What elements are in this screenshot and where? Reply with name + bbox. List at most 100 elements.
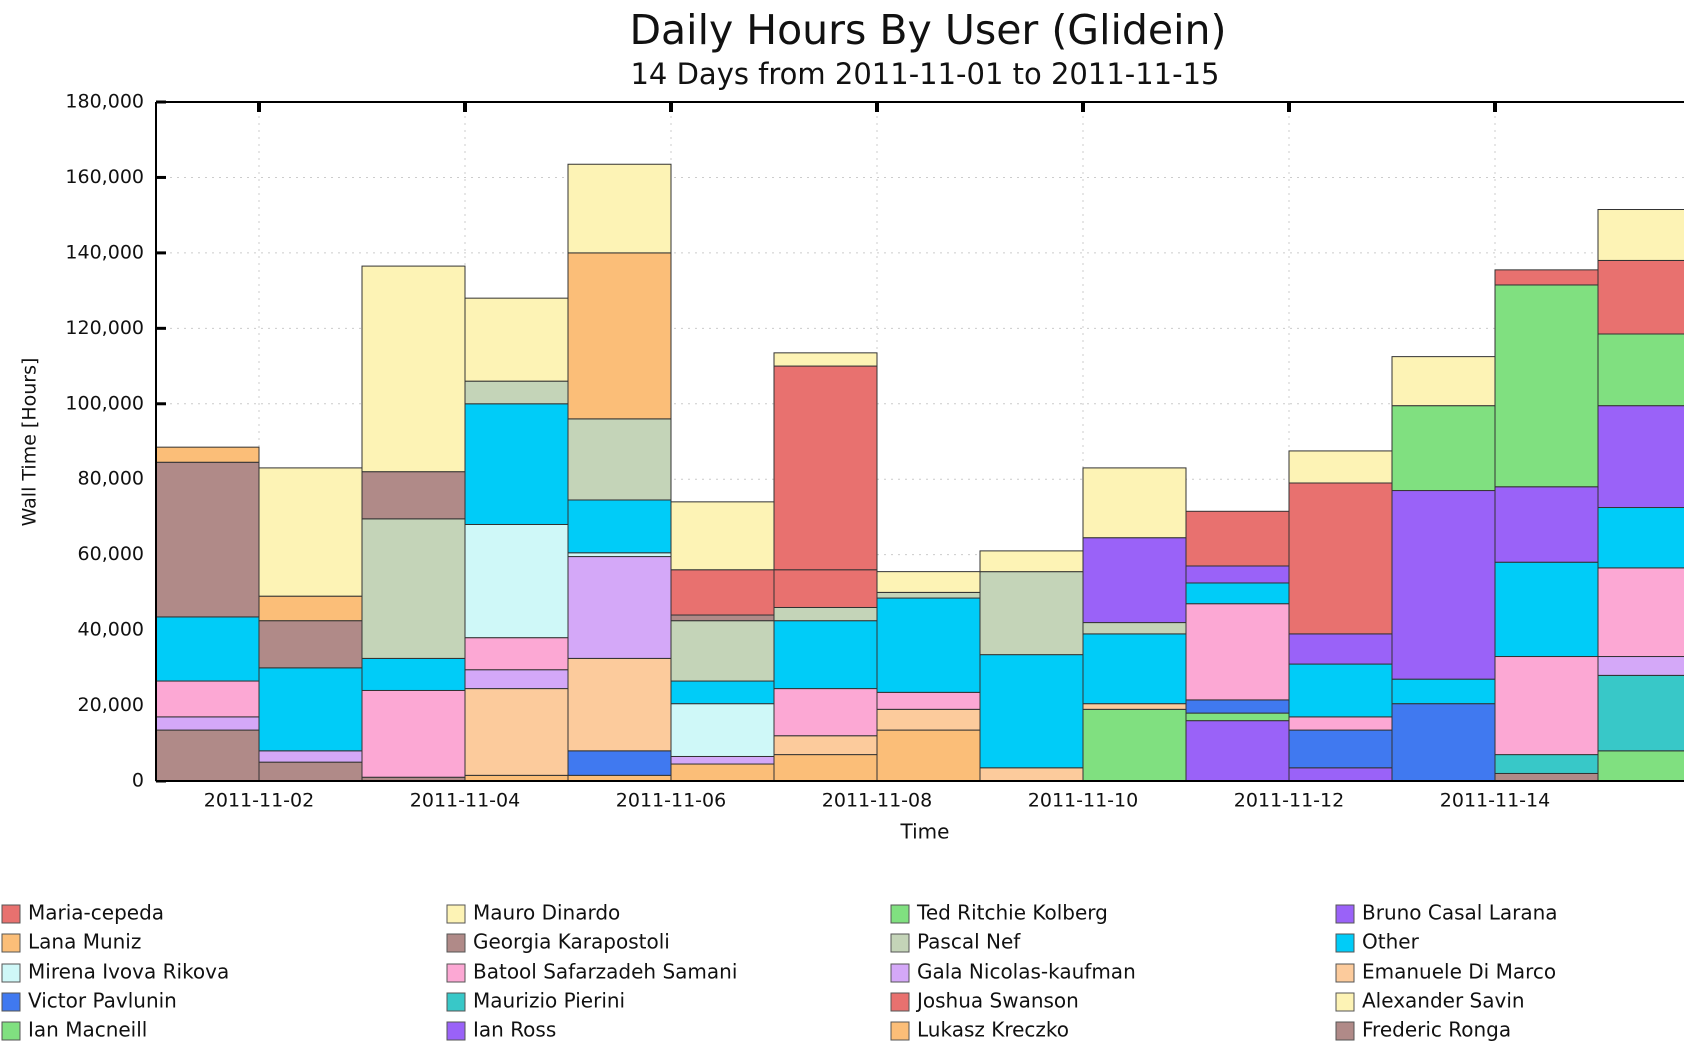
- bar-segment: [1391, 490, 1496, 680]
- bar-segment: [670, 763, 775, 782]
- legend-swatch: [890, 992, 910, 1012]
- bar-segment: [1288, 767, 1393, 782]
- bar-segment: [1082, 703, 1187, 710]
- bar-segment: [567, 163, 672, 254]
- bar-segment: [1494, 284, 1599, 488]
- bar-segment: [1185, 603, 1290, 701]
- bar-segment: [1391, 703, 1496, 782]
- bar-segment: [1597, 209, 1684, 261]
- bar-segment: [1082, 537, 1187, 624]
- legend-label: Lana Muniz: [28, 930, 141, 954]
- y-tick-label: 100,000: [65, 392, 144, 414]
- bar-segment: [1288, 450, 1393, 484]
- y-axis-label: Wall Time [Hours]: [19, 358, 41, 527]
- y-tick-label: 80,000: [78, 468, 144, 490]
- bar-segment: [1494, 754, 1599, 774]
- bar-segment: [464, 380, 569, 405]
- legend-swatch: [1, 963, 21, 983]
- bar-segment: [1288, 716, 1393, 731]
- legend-swatch: [1, 933, 21, 953]
- bar-segment: [1288, 663, 1393, 718]
- legend-swatch: [446, 1021, 466, 1041]
- bar-segment: [1494, 561, 1599, 658]
- bar-segment: [1597, 507, 1684, 569]
- bar-segment: [567, 556, 672, 659]
- legend-label: Emanuele Di Marco: [1362, 960, 1556, 984]
- bar-segment: [773, 606, 878, 622]
- chart-subtitle: 14 Days from 2011-11-01 to 2011-11-15: [630, 57, 1219, 91]
- bar-segment: [979, 571, 1084, 656]
- bar-segment: [773, 735, 878, 756]
- x-tick-label: 2011-11-14: [1440, 790, 1550, 812]
- bar-segment: [773, 620, 878, 690]
- x-tick-label: 2011-11-02: [204, 790, 314, 812]
- bar-segment: [464, 297, 569, 382]
- legend-swatch: [1335, 963, 1355, 983]
- y-tick-label: 140,000: [65, 241, 144, 263]
- x-axis-label: Time: [900, 820, 950, 844]
- x-tick-label: 2011-11-08: [822, 790, 932, 812]
- legend-swatch: [446, 933, 466, 953]
- bar-segment: [464, 403, 569, 525]
- bar-segment: [361, 471, 466, 520]
- bar-segment: [876, 597, 981, 693]
- bar-segment: [1597, 259, 1684, 335]
- legend-label: Bruno Casal Larana: [1362, 901, 1558, 925]
- legend-swatch: [1335, 992, 1355, 1012]
- bar-segment: [1597, 656, 1684, 676]
- bar-segment: [876, 571, 981, 593]
- y-tick-label: 20,000: [78, 694, 144, 716]
- bar-segment: [773, 352, 878, 367]
- y-tick-label: 40,000: [78, 619, 144, 641]
- y-tick-label: 0: [132, 770, 144, 792]
- bar-segment: [1185, 565, 1290, 584]
- legend-swatch: [890, 1021, 910, 1041]
- bar-segment: [1391, 356, 1496, 407]
- bar-segment: [1391, 405, 1496, 492]
- chart-title: Daily Hours By User (Glidein): [629, 6, 1226, 54]
- bar-segment: [1185, 510, 1290, 567]
- legend-label: Ted Ritchie Kolberg: [916, 901, 1108, 925]
- legend-label: Victor Pavlunin: [28, 989, 177, 1013]
- bar-segment: [258, 620, 363, 669]
- bar-segment: [258, 595, 363, 622]
- bar-segment: [155, 461, 260, 618]
- bar-segment: [979, 550, 1084, 573]
- legend-label: Batool Safarzadeh Samani: [473, 960, 737, 984]
- bar-segment: [1597, 567, 1684, 658]
- legend-swatch: [1, 904, 21, 924]
- bar-segment: [258, 761, 363, 782]
- bar-segment: [1185, 712, 1290, 722]
- bar-segment: [1288, 633, 1393, 665]
- bar-segment: [361, 657, 466, 691]
- legend-label: Mauro Dinardo: [473, 901, 620, 925]
- bar-segment: [155, 616, 260, 682]
- y-tick-label: 60,000: [78, 543, 144, 565]
- legend-swatch: [446, 904, 466, 924]
- legend-swatch: [1335, 904, 1355, 924]
- bar-segment: [670, 501, 775, 571]
- legend-swatch: [1, 1021, 21, 1041]
- x-tick-label: 2011-11-06: [616, 790, 726, 812]
- bar-segment: [155, 680, 260, 718]
- bar-segment: [876, 691, 981, 710]
- legend-label: Maria-cepeda: [28, 901, 164, 925]
- bar-segment: [1494, 656, 1599, 756]
- bar-segment: [1288, 729, 1393, 769]
- bar-segment: [670, 620, 775, 682]
- y-tick-label: 180,000: [65, 91, 144, 113]
- bar-segment: [1082, 633, 1187, 705]
- legend-label: Pascal Nef: [917, 930, 1021, 954]
- bar-segment: [361, 518, 466, 659]
- bar-segment: [1494, 772, 1599, 782]
- bar-segment: [1185, 720, 1290, 782]
- bar-segment: [1597, 333, 1684, 407]
- bar-segment: [1597, 750, 1684, 782]
- legend-swatch: [1, 992, 21, 1012]
- bar-segment: [155, 729, 260, 782]
- bar-segment: [1597, 405, 1684, 509]
- legend-label: Lukasz Kreczko: [917, 1018, 1069, 1042]
- legend-label: Georgia Karapostoli: [473, 930, 670, 954]
- y-tick-label: 120,000: [65, 317, 144, 339]
- legend-label: Joshua Swanson: [915, 989, 1079, 1013]
